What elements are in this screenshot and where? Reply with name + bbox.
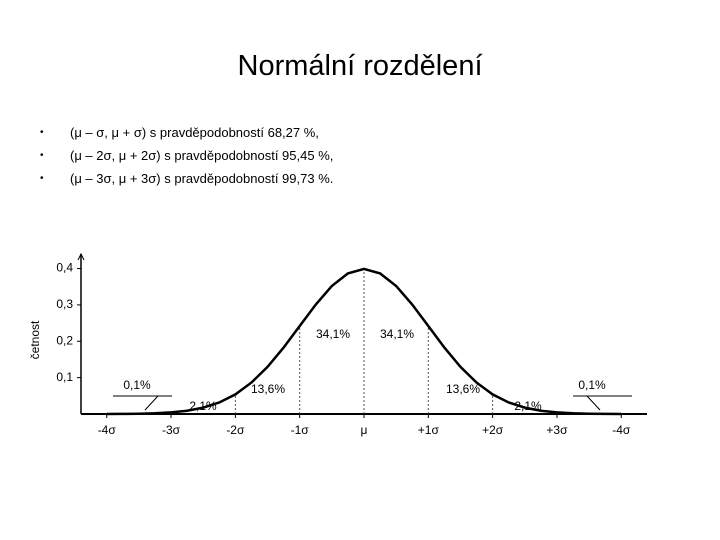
y-tick-label: 0,4 (56, 261, 73, 275)
x-tick-label: -4σ (98, 423, 117, 437)
slide-title: Normální rozdělení (237, 50, 483, 82)
region-label: 13,6% (446, 382, 480, 396)
region-label: 0,1% (578, 378, 606, 392)
y-tick-label: 0,3 (56, 297, 73, 311)
region-label: 13,6% (251, 382, 285, 396)
x-tick-label: +2σ (482, 423, 504, 437)
x-tick-label: -4σ (612, 423, 631, 437)
callout-pointer (144, 395, 159, 411)
region-label: 34,1% (380, 327, 414, 341)
y-axis-arrow (77, 252, 85, 261)
region-label: 0,1% (123, 378, 151, 392)
y-axis-label: četnost (28, 320, 42, 359)
region-label: 34,1% (316, 327, 350, 341)
region-label: 2,1% (189, 399, 217, 413)
x-tick-label: -1σ (291, 423, 310, 437)
x-tick-label: -3σ (162, 423, 181, 437)
x-tick-label: -2σ (226, 423, 245, 437)
x-tick-label: +1σ (418, 423, 440, 437)
bullet-list: (μ – σ, μ + σ) s pravděpodobností 68,27 … (40, 125, 333, 194)
region-label: 2,1% (514, 399, 542, 413)
bullet: (μ – σ, μ + σ) s pravděpodobností 68,27 … (40, 125, 333, 148)
density-curve (106, 267, 622, 416)
y-tick-label: 0,1 (56, 370, 73, 384)
x-tick-label: μ (361, 423, 368, 437)
x-tick-label: +3σ (546, 423, 568, 437)
callout-pointer (586, 395, 601, 411)
bullet: (μ – 2σ, μ + 2σ) s pravděpodobností 95,4… (40, 148, 333, 171)
bullet: (μ – 3σ, μ + 3σ) s pravděpodobností 99,7… (40, 171, 333, 194)
y-tick-label: 0,2 (56, 333, 73, 347)
